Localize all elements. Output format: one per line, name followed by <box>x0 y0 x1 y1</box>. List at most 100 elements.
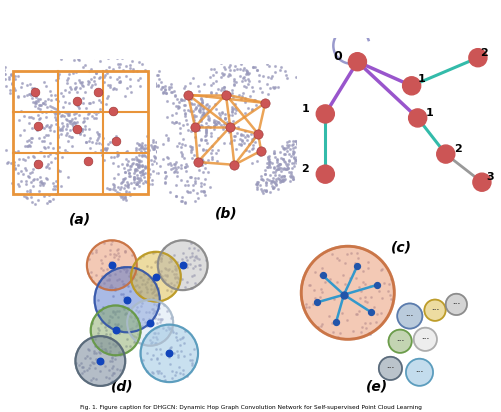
Point <box>187 148 195 155</box>
Point <box>132 179 140 186</box>
Point <box>270 150 278 156</box>
Point <box>94 131 102 138</box>
Point <box>72 360 80 366</box>
Point <box>167 88 175 95</box>
Point <box>81 89 89 95</box>
Point <box>209 126 217 133</box>
Point <box>120 49 128 55</box>
Point <box>146 156 154 163</box>
Point <box>190 134 198 140</box>
Point <box>170 88 178 94</box>
Point <box>257 147 265 154</box>
Point <box>140 152 148 159</box>
Point <box>85 100 93 106</box>
Point <box>99 54 107 61</box>
Point <box>180 82 188 89</box>
Point <box>133 157 141 163</box>
Point <box>383 288 391 295</box>
Point <box>64 75 72 82</box>
Point <box>182 163 190 169</box>
Circle shape <box>396 303 421 329</box>
Point <box>24 173 32 180</box>
Point <box>252 181 260 187</box>
Point <box>34 111 42 118</box>
Point <box>284 142 292 148</box>
Point <box>280 173 288 179</box>
Point <box>157 370 165 377</box>
Point <box>136 175 144 181</box>
Point <box>171 271 179 278</box>
Point <box>182 117 190 124</box>
Point <box>8 179 16 186</box>
Point <box>105 185 113 192</box>
Point <box>161 89 169 96</box>
Point <box>291 73 299 80</box>
Point <box>132 281 140 288</box>
Point <box>63 117 71 123</box>
Point <box>229 81 237 87</box>
Point <box>195 166 203 173</box>
Point <box>202 129 210 136</box>
Point <box>220 64 228 70</box>
Point <box>198 145 206 152</box>
Point <box>121 192 129 198</box>
Text: 1: 1 <box>425 108 432 118</box>
Point <box>75 124 83 130</box>
Point <box>99 303 107 310</box>
Point <box>282 166 290 172</box>
Point <box>296 149 304 156</box>
Point <box>218 125 226 132</box>
Point <box>119 351 127 358</box>
Point <box>40 124 48 131</box>
Point <box>52 117 60 123</box>
Point <box>76 79 84 86</box>
Point <box>276 178 284 185</box>
Point <box>156 316 164 323</box>
Point <box>42 114 50 120</box>
Point <box>40 152 48 159</box>
Point <box>162 113 170 120</box>
Point <box>91 149 99 156</box>
Point <box>69 70 77 76</box>
Point <box>84 346 92 353</box>
Point <box>175 125 183 131</box>
Point <box>109 66 117 73</box>
Point <box>54 97 62 104</box>
Point <box>280 165 288 171</box>
Point <box>146 173 154 180</box>
Point <box>98 141 106 147</box>
Point <box>74 55 82 62</box>
Point <box>129 56 137 63</box>
Point <box>87 273 95 280</box>
Point <box>135 157 143 163</box>
Point <box>20 112 28 119</box>
Point <box>125 65 133 71</box>
Point <box>70 119 78 125</box>
Point <box>314 324 322 330</box>
Point <box>153 302 161 309</box>
Point <box>327 320 335 326</box>
Point <box>160 178 168 185</box>
Point <box>22 166 30 173</box>
Point <box>356 328 364 335</box>
Point <box>38 124 46 131</box>
Point <box>272 175 280 182</box>
Point <box>14 93 22 100</box>
Point <box>234 140 242 147</box>
Point <box>188 360 196 366</box>
Point <box>270 148 278 155</box>
Point <box>186 357 194 364</box>
Point <box>83 115 91 122</box>
Point <box>137 288 145 295</box>
Point <box>186 240 194 246</box>
Point <box>26 81 34 88</box>
Point <box>253 59 261 66</box>
Point <box>186 261 194 267</box>
Point <box>154 370 162 376</box>
Point <box>40 78 48 85</box>
Point <box>72 84 80 91</box>
Point <box>104 141 112 147</box>
Point <box>272 158 280 165</box>
Point <box>282 75 290 81</box>
Point <box>86 354 94 361</box>
